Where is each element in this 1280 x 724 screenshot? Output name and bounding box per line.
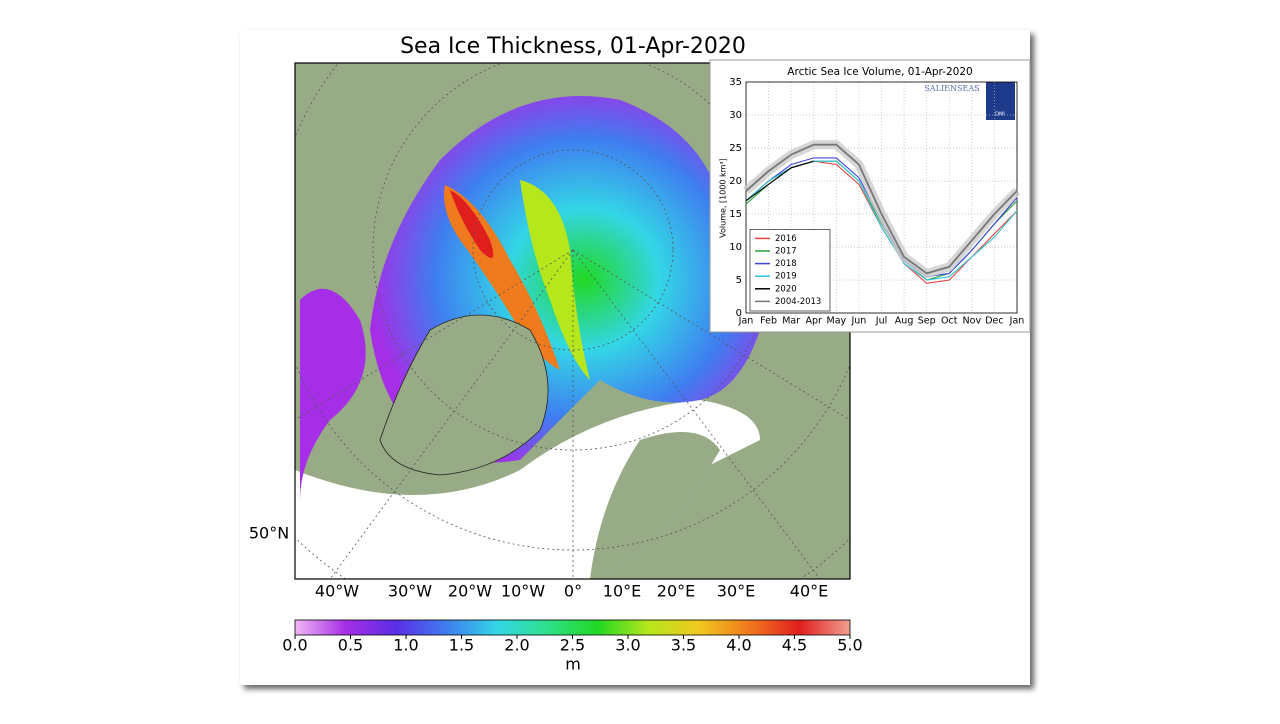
x-tick-label: Nov (963, 316, 982, 327)
x-tick-label: Jun (850, 316, 866, 327)
logo-text: SALIENSEAS (924, 84, 979, 93)
x-tick-label: Jan (1009, 316, 1025, 327)
ice-ridge (520, 180, 590, 380)
x-tick-label: Aug (895, 316, 914, 327)
lat-label: 50°N (249, 524, 289, 543)
colorbar-label: m (565, 655, 581, 674)
ice-west (300, 288, 366, 500)
lon-label: 10°E (603, 582, 641, 601)
lon-label: 20°E (657, 582, 695, 601)
lon-label: 30°W (388, 582, 432, 601)
colorbar-tick-label: 1.5 (449, 636, 474, 655)
legend-label: 2020 (775, 284, 797, 294)
colorbar-tick-label: 5.0 (837, 636, 862, 655)
legend-label: 2017 (775, 247, 797, 257)
x-tick-label: Sep (918, 316, 936, 327)
colorbar-tick-label: 3.5 (671, 636, 696, 655)
lon-label: 0° (564, 582, 582, 601)
x-tick-label: Dec (985, 316, 1003, 327)
x-tick-label: Mar (782, 316, 800, 327)
x-tick-label: Jul (875, 316, 887, 327)
lon-labels: 40°W 30°W 20°W 10°W 0° 10°E 20°E 30°E 40°E (315, 582, 828, 601)
legend-label: 2019 (775, 272, 797, 282)
series-line (745, 160, 814, 202)
y-tick-label: 0 (736, 308, 742, 319)
colorbar-tick-label: 1.0 (393, 636, 418, 655)
x-tick-label: Oct (941, 316, 958, 327)
colorbar-tick-label: 3.0 (615, 636, 640, 655)
colorbar-tick-label: 2.0 (504, 636, 529, 655)
y-tick-label: 5 (736, 275, 742, 286)
colorbar-tick-label: 2.5 (560, 636, 585, 655)
series-line (745, 143, 1018, 275)
legend-label: 2016 (775, 234, 797, 244)
y-tick-label: 15 (729, 209, 742, 220)
inset-title: Arctic Sea Ice Volume, 01-Apr-2020 (787, 66, 972, 78)
y-axis-label: Volume, [1000 km³] (719, 158, 728, 238)
lon-label: 20°W (448, 582, 492, 601)
legend-label: 2018 (775, 259, 797, 269)
legend-label: 2004-2013 (775, 297, 821, 307)
colorbar-ticks: 0.0 0.5 1.0 1.5 2.0 2.5 3.0 3.5 4.0 4.5 5.0 (282, 635, 863, 655)
colorbar-tick-label: 0.5 (338, 636, 363, 655)
lon-label: 40°W (315, 582, 359, 601)
x-tick-label: Feb (760, 316, 777, 327)
y-tick-label: 25 (729, 143, 742, 154)
logo-badge (986, 82, 1015, 120)
y-tick-label: 10 (729, 242, 742, 253)
colorbar-tick-label: 4.5 (782, 636, 807, 655)
lon-label: 10°W (501, 582, 545, 601)
colorbar (294, 619, 851, 636)
inset-chart: Arctic Sea Ice Volume, 01-Apr-2020 Volum… (709, 59, 1031, 333)
lon-label: 30°E (717, 582, 755, 601)
scandinavia (590, 432, 720, 579)
y-tick-label: 35 (729, 77, 742, 88)
x-tick-label: Apr (806, 316, 823, 327)
map-title: Sea Ice Thickness, 01-Apr-2020 (400, 34, 746, 59)
y-tick-label: 30 (729, 110, 742, 121)
colorbar-tick-label: 4.0 (726, 636, 751, 655)
logo-badge-text: DMI (995, 112, 1005, 118)
lon-label: 40°E (790, 582, 828, 601)
colorbar-tick-label: 0.0 (282, 636, 307, 655)
x-tick-label: May (827, 316, 847, 327)
x-tick-label: Jan (738, 316, 754, 327)
thickest-ice (450, 190, 494, 258)
greenland (379, 314, 549, 476)
y-tick-label: 20 (729, 176, 742, 187)
legend-box (749, 229, 831, 312)
plot: 0 5 10 15 20 25 30 35 Jan Feb Mar Apr May Jun Jul Aug Se… (729, 77, 1024, 327)
